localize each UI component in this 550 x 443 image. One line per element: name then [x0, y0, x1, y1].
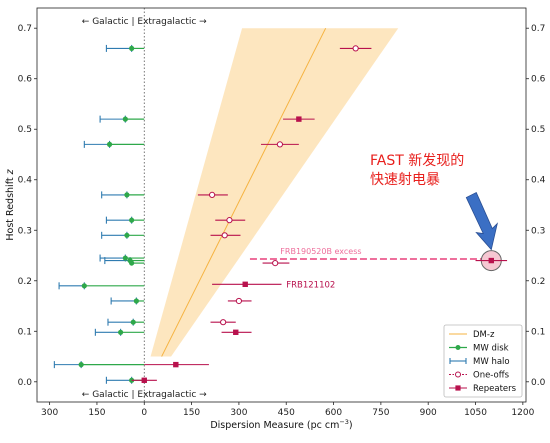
x-axis-title-sup: −3 [339, 418, 349, 426]
dmz-band [150, 28, 399, 357]
mw-disk-point [78, 362, 84, 368]
one-offs-series [197, 45, 372, 326]
x-axis-title-main: Dispersion Measure (pc cm [210, 420, 339, 431]
x-axis-title-close: ) [349, 420, 353, 431]
y-axis-title-main: Host Redshift [5, 174, 16, 240]
mw-disk-point [129, 217, 135, 223]
one-off-point [208, 191, 216, 198]
one-off-point [272, 259, 279, 267]
mw-disk-point [124, 232, 130, 238]
legend-swatch-oneoff [455, 371, 461, 378]
y-tick-label-left: 0.7 [18, 24, 32, 34]
legend-swatch-disk [455, 345, 461, 350]
y-tick-label-left: 0.0 [18, 378, 33, 388]
repeater-point [173, 361, 179, 368]
plot-area: 300 150 0 150 300 450 600 750 900 1050 1200 0.0 0.0 0… [5, 7, 546, 431]
x-tick-label: 300 [230, 408, 247, 418]
mw-disk-point [124, 192, 130, 198]
galactic-label-top: ← Galactic | Extragalactic → [82, 17, 207, 27]
mw-disk-point [130, 319, 136, 325]
legend-label-dmz: DM-z [473, 330, 495, 340]
y-axis-title-var: z [5, 168, 16, 175]
x-tick-label: 150 [88, 408, 105, 418]
repeater-point [141, 377, 147, 383]
mw-disk-point [118, 329, 124, 335]
x-axis-title: Dispersion Measure (pc cm−3) [210, 418, 352, 431]
repeater-point [233, 329, 239, 335]
x-tick-label: 450 [278, 408, 295, 418]
frb121102-label: FRB121102 [286, 280, 335, 290]
mw-disk-point [129, 377, 135, 383]
galactic-label-bottom: ← Galactic | Extragalactic → [82, 390, 207, 400]
one-off-point [235, 297, 243, 305]
x-tick-label: 300 [41, 408, 58, 418]
one-off-point [226, 217, 233, 224]
mw-disk-point [129, 260, 135, 266]
x-tick-label: 0 [141, 408, 147, 418]
mw-disk-point [106, 141, 113, 147]
mw-halo-series [53, 44, 137, 384]
y-tick-label-left: 0.4 [18, 176, 33, 186]
fast-label-line2: 快速射电暴 [370, 172, 440, 188]
y-tick-label-left: 0.5 [18, 125, 32, 135]
repeater-point [296, 116, 302, 122]
frb190520b-excess-label: FRB190520B excess [280, 247, 361, 256]
legend-label-repeater: Repeaters [473, 384, 517, 394]
y-tick-label-right: 0.6 [531, 75, 546, 85]
mw-disk-point [122, 255, 128, 261]
legend-swatch-repeater [455, 385, 461, 391]
one-off-point [221, 232, 228, 239]
y-axis-title: Host Redshift z [5, 168, 16, 240]
mw-disk-point [81, 283, 87, 289]
legend-label-oneoff: One-offs [473, 371, 510, 381]
y-tick-label-right: 0.0 [531, 378, 546, 388]
repeater-point [242, 281, 248, 288]
x-tick-label: 1050 [464, 408, 487, 418]
dmz-line [161, 27, 327, 357]
y-tick-label-right: 0.4 [531, 176, 546, 186]
fast-arrow-icon [465, 192, 499, 251]
y-tick-label-left: 0.1 [18, 327, 32, 337]
fast-label-line1: FAST 新发现的 [370, 153, 464, 169]
one-off-point [220, 319, 227, 326]
legend: DM-z MW disk MW halo One-offs Repeaters [443, 324, 523, 398]
repeater-point [488, 257, 494, 264]
mw-disk-point [133, 298, 139, 304]
one-off-point [352, 45, 359, 52]
x-tick-label: 750 [372, 408, 389, 418]
legend-label-disk: MW disk [473, 344, 509, 354]
mw-disk-point [129, 45, 135, 52]
plot-frame [36, 7, 527, 403]
x-tick-label: 150 [183, 408, 200, 418]
mw-disk-point [122, 116, 128, 122]
y-tick-label-right: 0.3 [531, 226, 545, 236]
y-tick-label-right: 0.2 [531, 277, 545, 287]
x-tick-label: 1200 [511, 408, 534, 418]
legend-label-halo: MW halo [473, 357, 510, 367]
x-tick-label: 900 [420, 408, 437, 418]
x-tick-label: 600 [325, 408, 342, 418]
legend-box [443, 324, 523, 398]
mw-disk-series [78, 45, 145, 383]
y-tick-label-right: 0.5 [531, 125, 545, 135]
y-tick-label-left: 0.2 [18, 277, 32, 287]
one-off-point [276, 141, 284, 148]
y-tick-label-right: 0.7 [531, 24, 545, 34]
y-tick-label-left: 0.3 [18, 226, 32, 236]
y-tick-label-right: 0.1 [531, 327, 545, 337]
y-tick-label-left: 0.6 [18, 75, 33, 85]
repeaters-series [131, 116, 508, 383]
